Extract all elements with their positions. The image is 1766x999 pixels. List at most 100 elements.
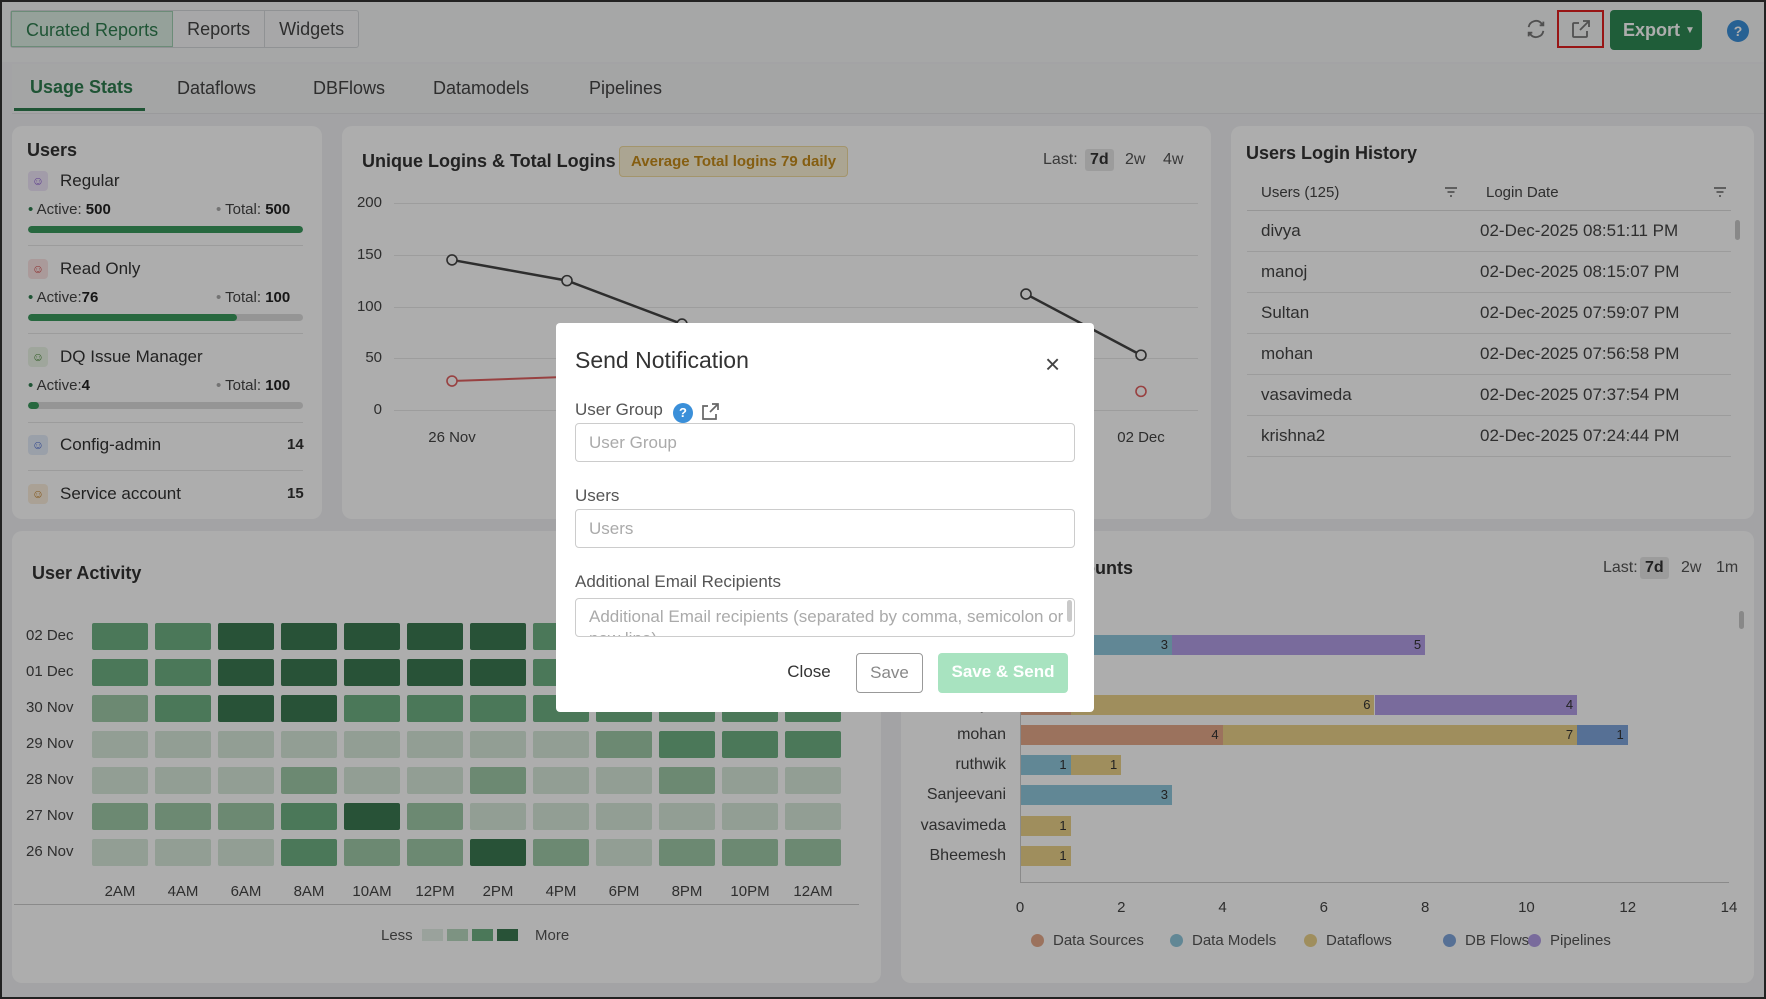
share-icon[interactable] — [1566, 14, 1596, 44]
save-button[interactable]: Save — [856, 653, 923, 693]
heatmap-cell[interactable] — [344, 803, 400, 830]
filter-icon[interactable] — [1444, 185, 1458, 202]
bar-segment[interactable]: 4 — [1374, 695, 1578, 715]
help-icon[interactable]: ? — [673, 403, 693, 423]
bar-segment[interactable]: 7 — [1222, 725, 1578, 745]
heatmap-cell[interactable] — [155, 659, 211, 686]
heatmap-cell[interactable] — [155, 731, 211, 758]
table-row[interactable]: manoj 02-Dec-2025 08:15:07 PM — [1247, 252, 1731, 293]
external-link-icon[interactable] — [700, 402, 720, 426]
heatmap-cell[interactable] — [92, 803, 148, 830]
users-input[interactable]: Users — [575, 509, 1075, 548]
heatmap-cell[interactable] — [470, 623, 526, 650]
tab-dbflows[interactable]: DBFlows — [313, 78, 386, 98]
heatmap-cell[interactable] — [281, 767, 337, 794]
heatmap-cell[interactable] — [218, 839, 274, 866]
col-users-header[interactable]: Users (125) — [1261, 184, 1340, 201]
heatmap-cell[interactable] — [281, 659, 337, 686]
bar-range-2w[interactable]: 2w — [1681, 559, 1702, 576]
heatmap-cell[interactable] — [155, 695, 211, 722]
bar-segment[interactable]: 1 — [1070, 755, 1122, 775]
heatmap-cell[interactable] — [533, 839, 589, 866]
heatmap-cell[interactable] — [659, 803, 715, 830]
heatmap-cell[interactable] — [407, 767, 463, 794]
heatmap-cell[interactable] — [722, 839, 778, 866]
heatmap-cell[interactable] — [281, 731, 337, 758]
heatmap-cell[interactable] — [785, 839, 841, 866]
close-button[interactable]: Close — [787, 662, 831, 681]
heatmap-cell[interactable] — [722, 803, 778, 830]
bar-segment[interactable]: 5 — [1171, 635, 1426, 655]
emails-textarea[interactable]: Additional Email recipients (separated b… — [575, 598, 1075, 637]
logins-range-2w[interactable]: 2w — [1125, 151, 1146, 168]
col-date-header[interactable]: Login Date — [1486, 184, 1559, 201]
heatmap-cell[interactable] — [596, 803, 652, 830]
heatmap-cell[interactable] — [785, 803, 841, 830]
tab-dataflows[interactable]: Dataflows — [177, 78, 257, 98]
heatmap-cell[interactable] — [155, 623, 211, 650]
refresh-icon[interactable] — [1521, 14, 1551, 44]
heatmap-cell[interactable] — [92, 767, 148, 794]
tab-widgets[interactable]: Widgets — [279, 19, 345, 39]
legend-label[interactable]: Pipelines — [1550, 932, 1611, 949]
heatmap-cell[interactable] — [344, 659, 400, 686]
heatmap-cell[interactable] — [596, 731, 652, 758]
heatmap-cell[interactable] — [407, 731, 463, 758]
legend-label[interactable]: Data Models — [1192, 932, 1277, 949]
heatmap-cell[interactable] — [407, 839, 463, 866]
heatmap-cell[interactable] — [218, 767, 274, 794]
bar-segment[interactable]: 6 — [1070, 695, 1375, 715]
legend-label[interactable]: Dataflows — [1326, 932, 1392, 949]
heatmap-cell[interactable] — [281, 839, 337, 866]
bar-segment[interactable]: 1 — [1020, 846, 1071, 866]
bar-segment[interactable]: 1 — [1020, 755, 1071, 775]
heatmap-cell[interactable] — [344, 839, 400, 866]
user-group-input[interactable]: User Group — [575, 423, 1075, 462]
heatmap-cell[interactable] — [407, 623, 463, 650]
close-icon[interactable]: × — [1045, 349, 1061, 379]
heatmap-cell[interactable] — [659, 839, 715, 866]
heatmap-cell[interactable] — [533, 803, 589, 830]
heatmap-cell[interactable] — [470, 695, 526, 722]
bar-segment[interactable]: 1 — [1577, 725, 1628, 745]
heatmap-cell[interactable] — [785, 731, 841, 758]
heatmap-cell[interactable] — [155, 839, 211, 866]
heatmap-cell[interactable] — [470, 731, 526, 758]
textarea-scrollbar[interactable] — [1067, 600, 1072, 622]
heatmap-cell[interactable] — [596, 767, 652, 794]
heatmap-cell[interactable] — [533, 767, 589, 794]
heatmap-cell[interactable] — [92, 623, 148, 650]
bar-range-1m[interactable]: 1m — [1716, 559, 1739, 576]
heatmap-cell[interactable] — [155, 803, 211, 830]
legend-label[interactable]: DB Flows — [1465, 932, 1530, 949]
heatmap-cell[interactable] — [722, 767, 778, 794]
heatmap-cell[interactable] — [470, 803, 526, 830]
heatmap-cell[interactable] — [785, 767, 841, 794]
heatmap-cell[interactable] — [344, 731, 400, 758]
tab-pipelines[interactable]: Pipelines — [589, 78, 663, 98]
heatmap-cell[interactable] — [92, 839, 148, 866]
heatmap-cell[interactable] — [659, 767, 715, 794]
logins-range-4w[interactable]: 4w — [1163, 151, 1184, 168]
logins-range-7d[interactable]: 7d — [1085, 149, 1114, 171]
bar-segment[interactable]: 4 — [1020, 725, 1223, 745]
heatmap-cell[interactable] — [92, 659, 148, 686]
heatmap-cell[interactable] — [218, 731, 274, 758]
heatmap-cell[interactable] — [218, 695, 274, 722]
heatmap-cell[interactable] — [470, 839, 526, 866]
export-button[interactable]: Export ▼ — [1610, 10, 1702, 50]
bar-chart-scrollbar[interactable] — [1739, 611, 1744, 629]
heatmap-cell[interactable] — [470, 767, 526, 794]
filter-icon[interactable] — [1713, 185, 1727, 202]
heatmap-cell[interactable] — [281, 803, 337, 830]
tab-usage-stats[interactable]: Usage Stats — [30, 77, 134, 97]
save-and-send-button[interactable]: Save & Send — [938, 653, 1068, 693]
legend-label[interactable]: Data Sources — [1053, 932, 1144, 949]
heatmap-cell[interactable] — [218, 623, 274, 650]
heatmap-cell[interactable] — [344, 695, 400, 722]
heatmap-cell[interactable] — [722, 731, 778, 758]
heatmap-cell[interactable] — [407, 659, 463, 686]
table-row[interactable]: Sultan 02-Dec-2025 07:59:07 PM — [1247, 293, 1731, 334]
table-row[interactable]: krishna2 02-Dec-2025 07:24:44 PM — [1247, 416, 1731, 457]
heatmap-cell[interactable] — [533, 731, 589, 758]
